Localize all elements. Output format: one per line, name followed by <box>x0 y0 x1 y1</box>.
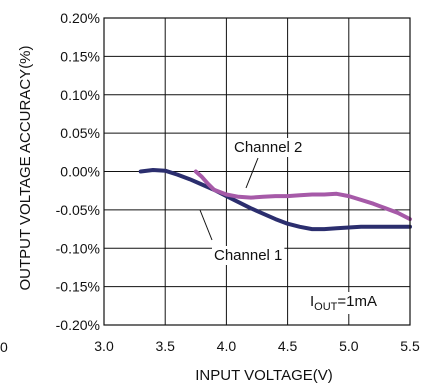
channel-1-label: Channel 1 <box>214 247 282 264</box>
label-background <box>212 246 285 265</box>
iout-annotation: IOUT=1mA <box>310 293 377 313</box>
y-tick-label: 0.20% <box>60 10 100 26</box>
label-background <box>232 138 305 157</box>
channel-1-leader <box>199 209 213 241</box>
x-tick-label: 5.5 <box>400 338 420 354</box>
y-tick-label: -0.10% <box>56 240 100 256</box>
x-tick-label: 4.5 <box>278 338 298 354</box>
annotations: Channel 2 Channel 1 IOUT=1mA 0 <box>0 138 381 355</box>
iout-subscript: OUT <box>314 301 338 313</box>
x-tick-label: 3.5 <box>155 338 175 354</box>
series-line-channel-2 <box>193 169 412 222</box>
y-axis-title: OUTPUT VOLTAGE ACCURACY(%) <box>17 45 34 290</box>
series-line-channel-1 <box>138 168 412 232</box>
y-tick-label: -0.20% <box>56 317 100 333</box>
axis-text: INPUT VOLTAGE(V) OUTPUT VOLTAGE ACCURACY… <box>17 10 420 384</box>
y-tick-label: -0.05% <box>56 202 100 218</box>
channel-2-leader <box>245 157 259 189</box>
plot-border <box>103 17 411 326</box>
plot-frame <box>103 17 411 326</box>
x-axis-title: INPUT VOLTAGE(V) <box>195 367 333 384</box>
x-tick-label: 3.0 <box>94 338 114 354</box>
series-lines <box>138 168 412 232</box>
y-tick-label: 0.05% <box>60 125 100 141</box>
x-tick-label: 4.0 <box>217 338 237 354</box>
y-tick-label: 0.15% <box>60 48 100 64</box>
iout-background <box>307 292 381 314</box>
iout-base: I <box>310 293 314 310</box>
x-tick-label: 5.0 <box>339 338 359 354</box>
y-tick-label: 0.00% <box>60 164 100 180</box>
stray-tick-label: 0 <box>0 339 8 355</box>
y-tick-label: -0.15% <box>56 279 100 295</box>
iout-value: =1mA <box>337 293 377 310</box>
channel-2-label: Channel 2 <box>234 139 302 156</box>
y-tick-label: 0.10% <box>60 87 100 103</box>
